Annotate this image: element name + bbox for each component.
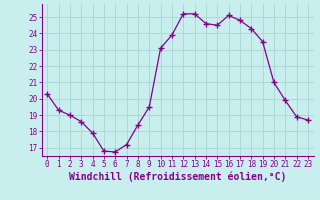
X-axis label: Windchill (Refroidissement éolien,°C): Windchill (Refroidissement éolien,°C) <box>69 172 286 182</box>
